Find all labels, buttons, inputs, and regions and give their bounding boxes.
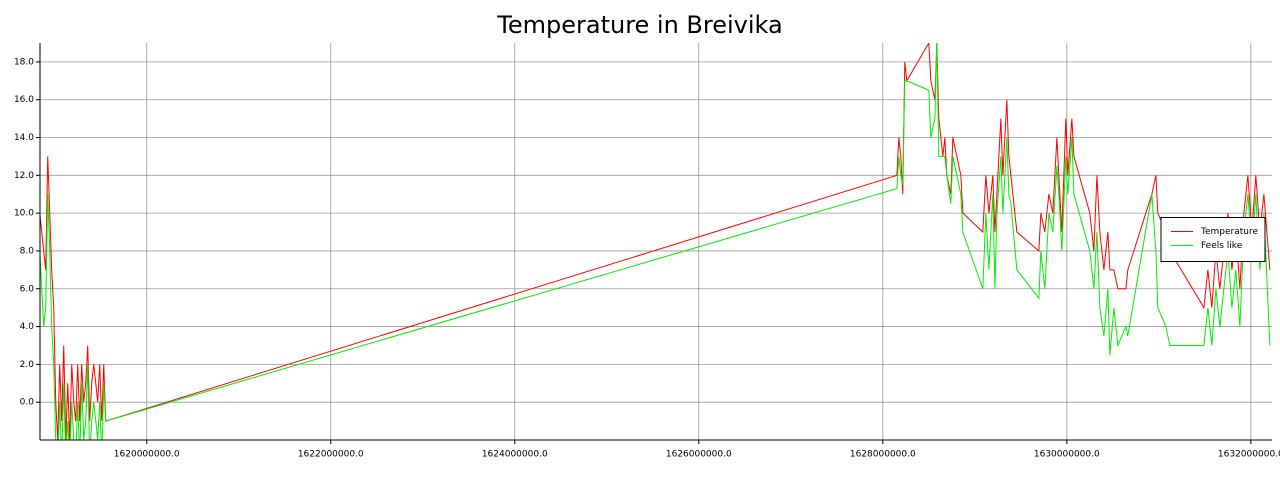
y-tick-label: 14.0 [14,133,34,143]
x-tick-label: 1632000000.0 [1218,450,1280,460]
y-tick-label: 18.0 [14,57,34,67]
x-tick-label: 1620000000.0 [114,450,180,460]
grid [36,43,1272,444]
y-tick-label: 6.0 [20,284,35,294]
y-tick-label: 10.0 [14,209,34,219]
x-tick-label: 1626000000.0 [666,450,732,460]
legend-label: Temperature [1200,227,1258,237]
x-tick-label: 1622000000.0 [298,450,364,460]
y-tick-label: 2.0 [20,360,35,370]
y-tick-label: 12.0 [14,171,34,181]
y-tick-label: 0.0 [20,398,35,408]
series-line [40,43,1271,440]
y-tick-label: 8.0 [20,246,35,256]
legend-box [1160,217,1266,262]
x-tick-label: 1624000000.0 [482,450,548,460]
legend: Temperature Feels like [1160,217,1266,262]
x-tick-label: 1630000000.0 [1034,450,1100,460]
series-line [40,43,1271,440]
x-tick-label: 1628000000.0 [850,450,916,460]
y-tick-label: 4.0 [20,322,35,332]
chart-title: Temperature in Breivika [496,11,782,39]
plot-area [40,43,1271,440]
legend-label: Feels like [1201,241,1243,251]
y-tick-label: 16.0 [14,95,34,105]
